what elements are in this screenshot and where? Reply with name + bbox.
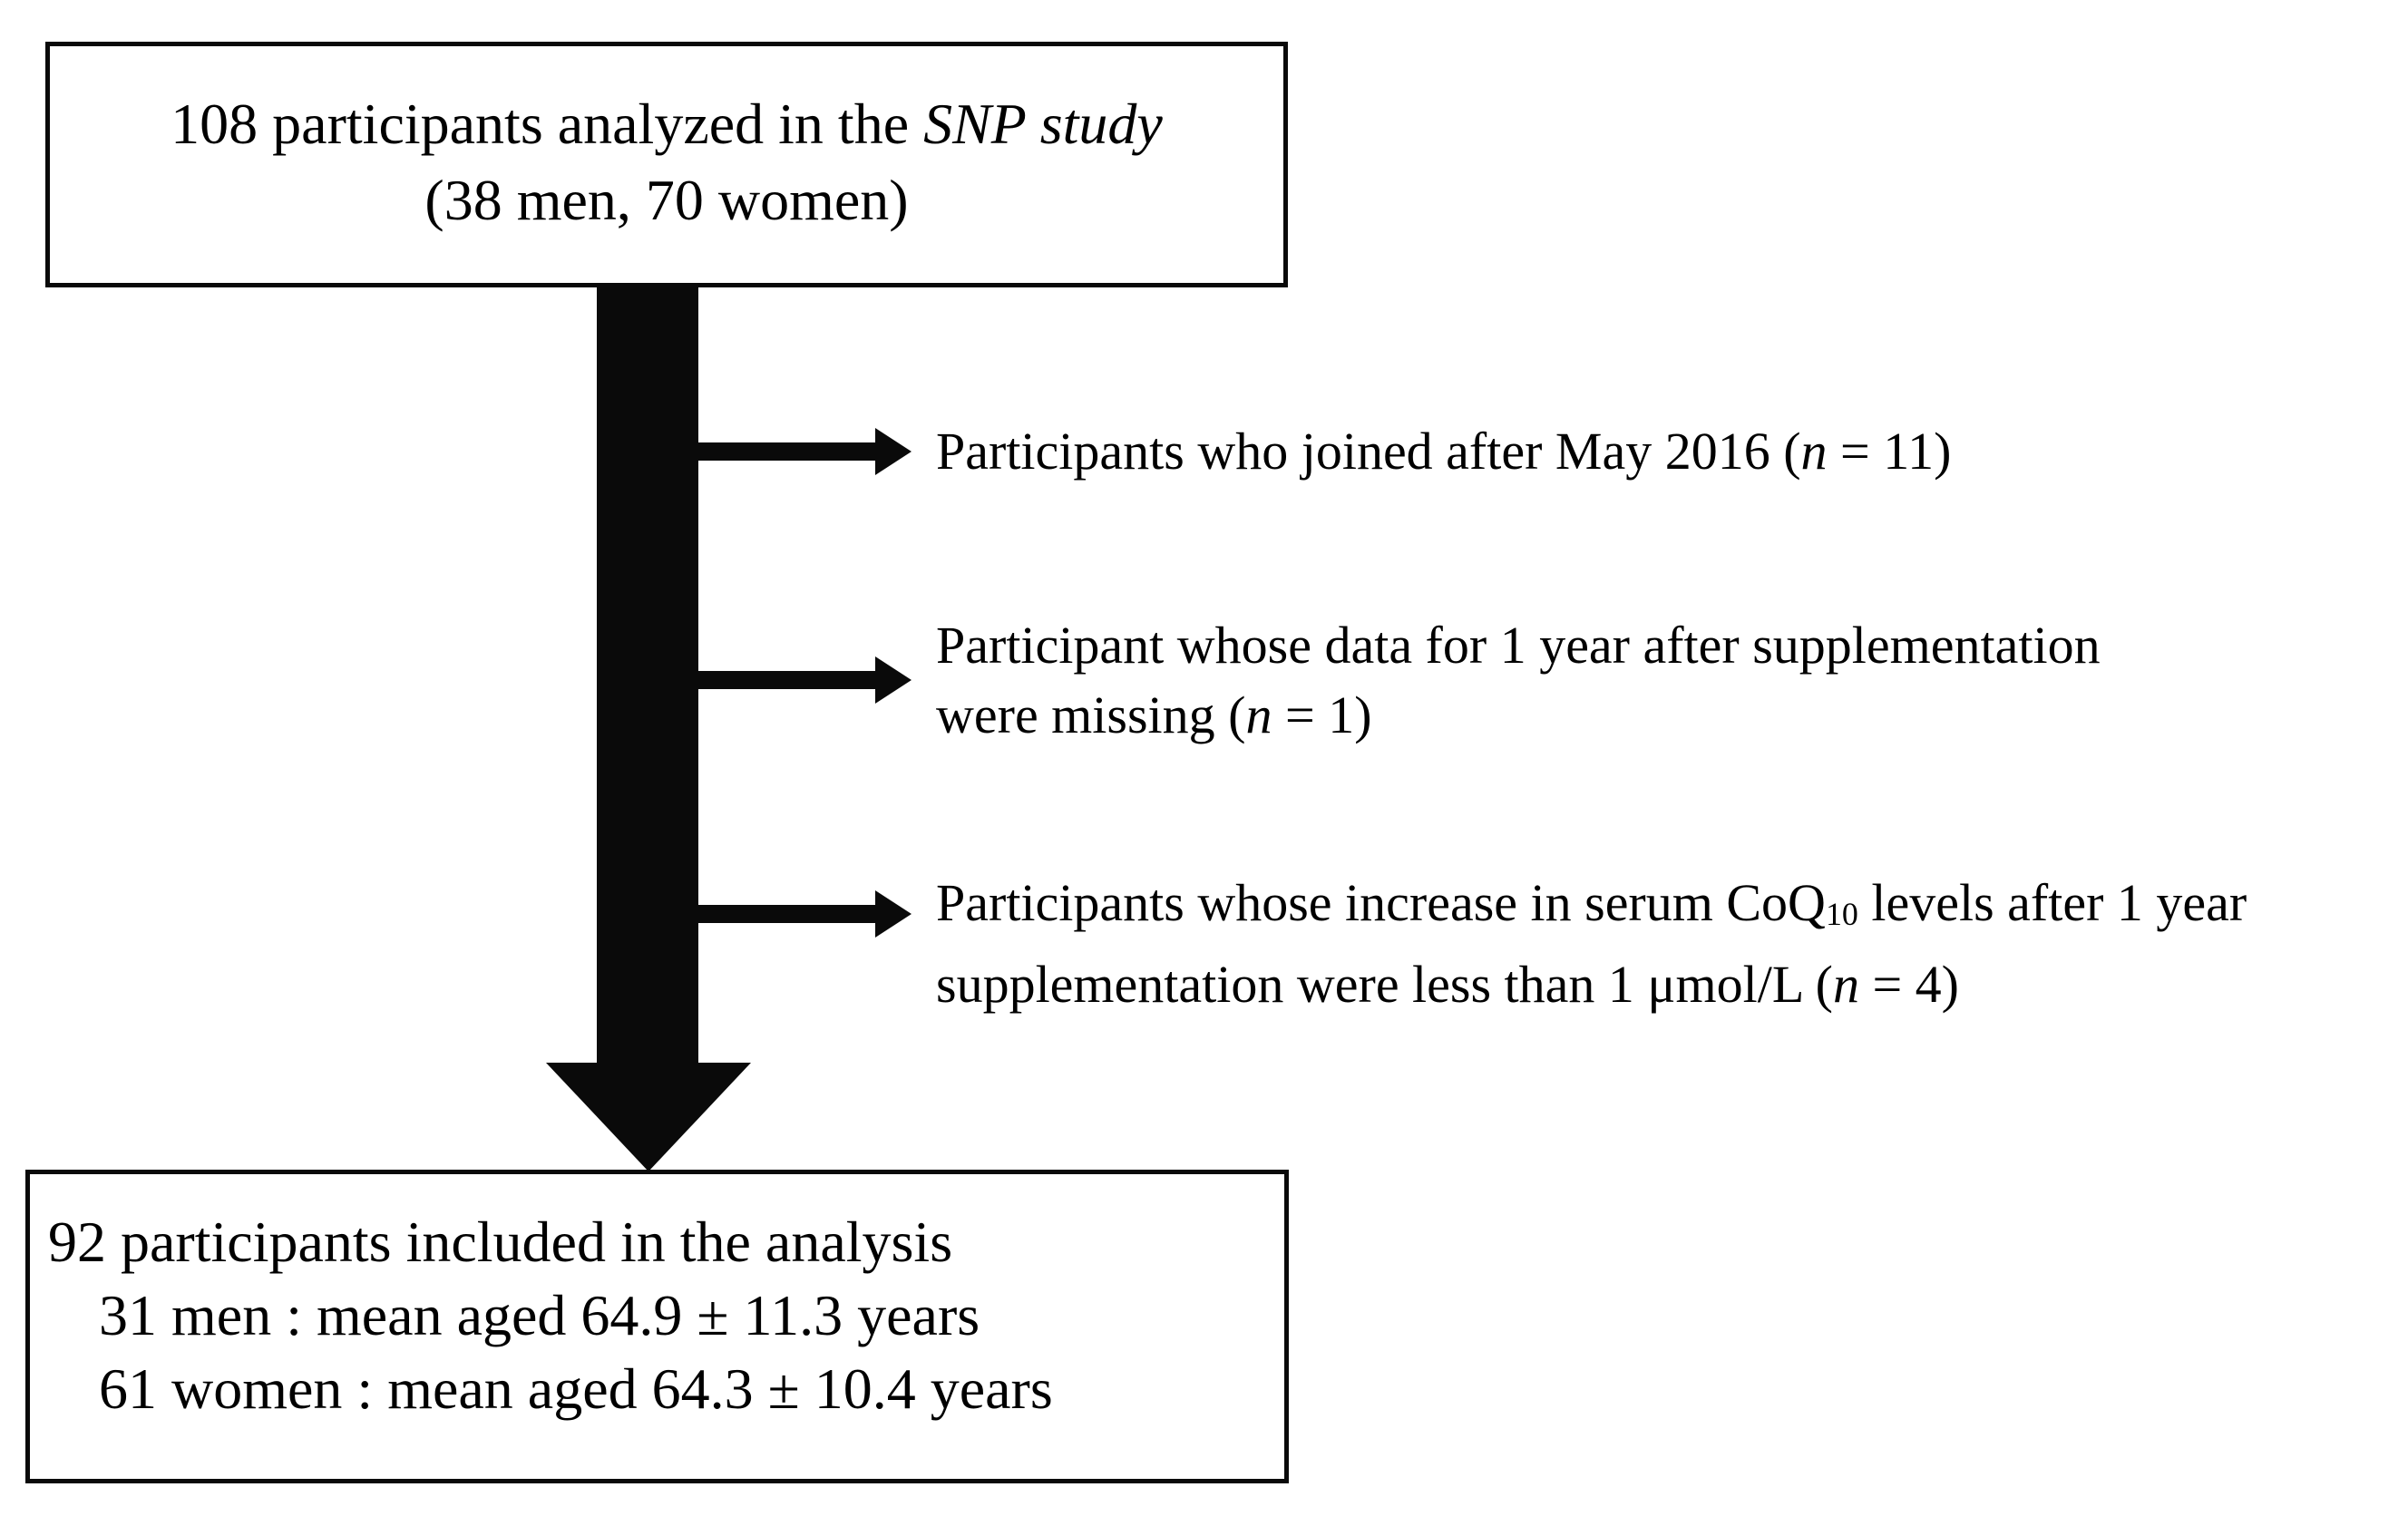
text-segment: 108 participants analyzed in the [171, 92, 924, 156]
text-segment: Participants who joined after May 2016 ( [936, 422, 1801, 481]
text-line: 31 men : mean aged 64.9 ± 11.3 years [48, 1278, 1266, 1352]
italic-text-segment: SNP study [923, 92, 1163, 156]
text-segment: Participant whose data for 1 year after … [936, 616, 2101, 675]
exclusion-note-1: Participants who joined after May 2016 (… [936, 416, 1951, 486]
exclusion-note-3: Participants whose increase in serum CoQ… [936, 868, 2247, 1019]
analysis-box: 92 participants included in the analysis… [25, 1170, 1289, 1483]
italic-text-segment: n [1832, 955, 1859, 1015]
text-segment: Participants whose increase in serum CoQ [936, 873, 1826, 932]
text-line: Participant whose data for 1 year after … [936, 610, 2101, 680]
italic-text-segment: n [1245, 685, 1272, 744]
main-down-arrow-shaft [597, 286, 698, 1064]
exclusion-arrow-1-head [875, 428, 912, 475]
text-segment: (38 men, 70 women) [424, 168, 909, 232]
text-line: supplementation were less than 1 μmol/L … [936, 949, 2247, 1019]
exclusion-arrow-2-shaft [694, 671, 877, 689]
main-down-arrow-head [546, 1063, 751, 1171]
analysis-box-text: 92 participants included in the analysis… [48, 1205, 1266, 1425]
exclusion-arrow-3-shaft [694, 905, 877, 923]
text-segment: levels after 1 year [1857, 873, 2247, 932]
text-line: Participants whose increase in serum CoQ… [936, 868, 2247, 949]
subscript-text-segment: 10 [1825, 896, 1858, 933]
text-segment: = 4) [1858, 955, 1959, 1015]
text-line: 92 participants included in the analysis [48, 1205, 1266, 1278]
text-segment: 61 women : mean aged 64.3 ± 10.4 years [99, 1356, 1053, 1421]
exclusion-arrow-3-head [875, 890, 912, 938]
text-segment: = 11) [1827, 422, 1952, 481]
exclusion-note-2: Participant whose data for 1 year after … [936, 610, 2101, 750]
enrollment-box-text: 108 participants analyzed in the SNP stu… [50, 86, 1283, 238]
text-segment: = 1) [1272, 685, 1372, 744]
text-segment: supplementation were less than 1 μmol/L … [936, 955, 1833, 1015]
text-segment: were missing ( [936, 685, 1246, 744]
italic-text-segment: n [1800, 422, 1828, 481]
text-segment: 31 men : mean aged 64.9 ± 11.3 years [99, 1283, 980, 1347]
text-line: (38 men, 70 women) [50, 162, 1283, 238]
exclusion-arrow-1-shaft [694, 442, 877, 461]
text-line: 108 participants analyzed in the SNP stu… [50, 86, 1283, 162]
enrollment-box: 108 participants analyzed in the SNP stu… [45, 42, 1288, 287]
exclusion-arrow-2-head [875, 656, 912, 704]
text-segment: 92 participants included in the analysis [48, 1210, 953, 1274]
text-line: were missing (n = 1) [936, 680, 2101, 750]
text-line: 61 women : mean aged 64.3 ± 10.4 years [48, 1352, 1266, 1425]
text-line: Participants who joined after May 2016 (… [936, 416, 1951, 486]
